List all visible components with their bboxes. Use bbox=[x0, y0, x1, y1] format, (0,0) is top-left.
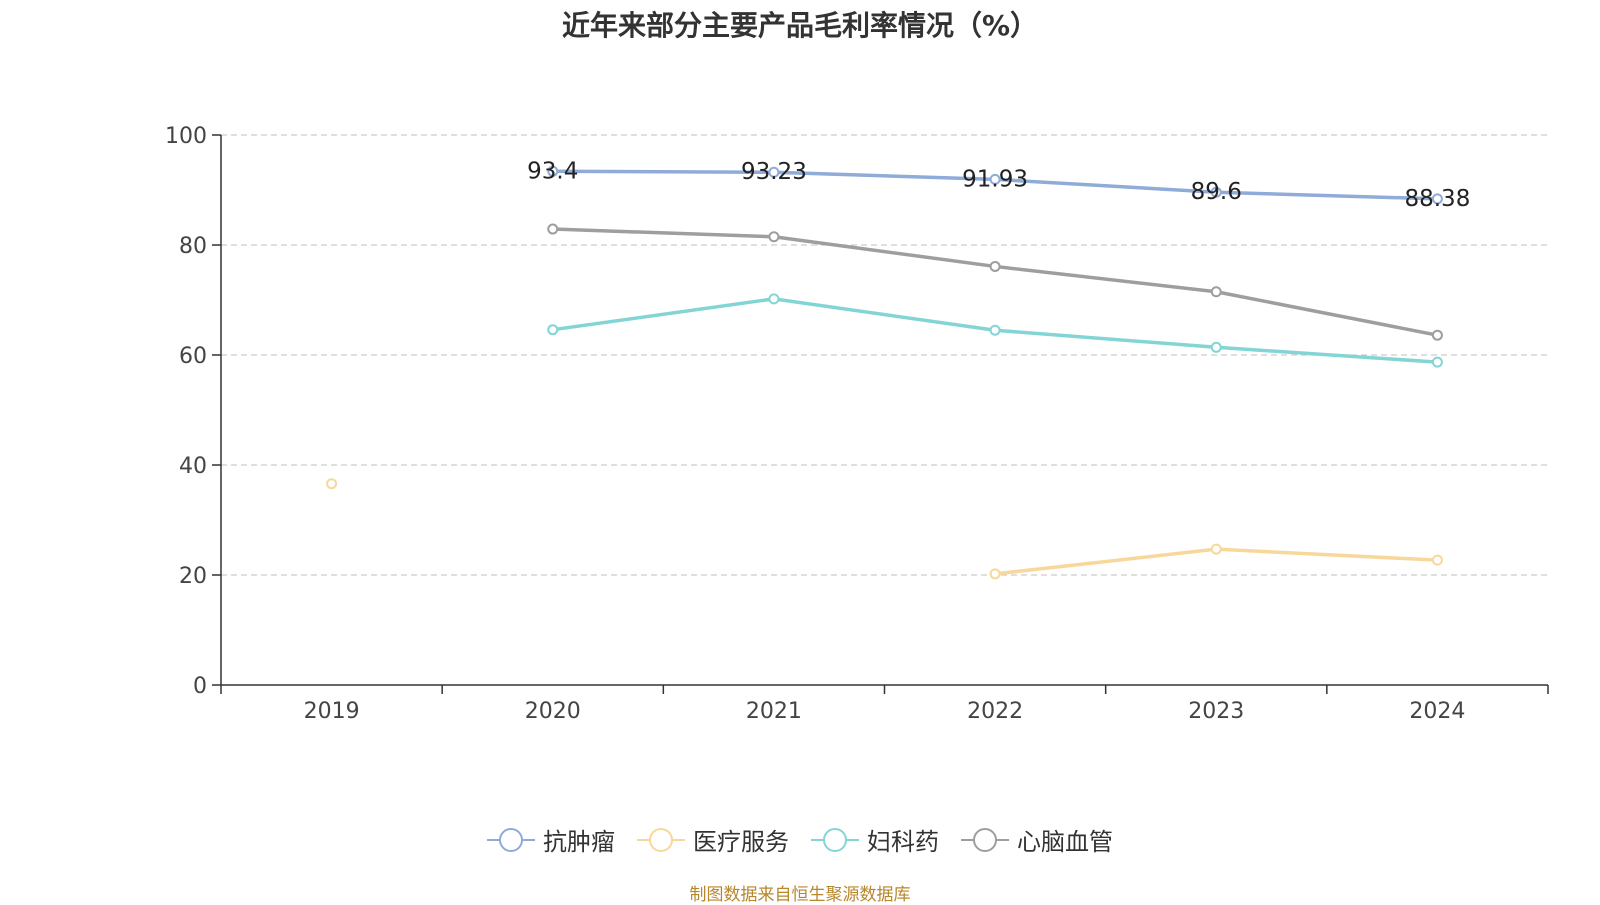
data-labels: 93.4 93.23 91.93 89.6 88.38 bbox=[527, 158, 1470, 212]
data-point bbox=[989, 568, 1001, 580]
legend-marker-icon bbox=[811, 827, 859, 852]
y-tick-label: 0 bbox=[193, 674, 207, 699]
legend-marker-icon bbox=[961, 827, 1009, 852]
legend-label: 医疗服务 bbox=[693, 828, 789, 856]
data-point bbox=[1431, 554, 1443, 566]
data-label: 91.93 bbox=[962, 166, 1028, 192]
data-label: 89.6 bbox=[1191, 179, 1242, 205]
data-point bbox=[989, 260, 1001, 272]
x-tick-label: 2024 bbox=[1409, 699, 1465, 724]
legend-marker-icon bbox=[487, 827, 535, 852]
legend-label: 心脑血管 bbox=[1017, 828, 1113, 856]
data-label: 93.23 bbox=[741, 159, 807, 185]
legend-item-0[interactable]: 抗肿瘤 bbox=[487, 822, 615, 857]
legend-marker-circle bbox=[823, 827, 847, 852]
data-point bbox=[1431, 193, 1443, 205]
data-point bbox=[989, 324, 1001, 336]
legend-item-1[interactable]: 医疗服务 bbox=[637, 822, 789, 857]
x-tick-label: 2019 bbox=[304, 699, 360, 724]
data-label: 88.38 bbox=[1404, 186, 1470, 212]
legend-item-2[interactable]: 妇科药 bbox=[811, 822, 939, 857]
data-point bbox=[1210, 286, 1222, 298]
legend-label: 抗肿瘤 bbox=[543, 828, 615, 856]
data-point bbox=[1431, 356, 1443, 368]
y-tick-label: 100 bbox=[165, 124, 207, 149]
x-tick-label: 2023 bbox=[1188, 699, 1244, 724]
y-tick-label: 80 bbox=[179, 234, 207, 259]
y-tick-label: 20 bbox=[179, 564, 207, 589]
data-point bbox=[547, 165, 559, 177]
y-tick-label: 40 bbox=[179, 454, 207, 479]
data-point bbox=[547, 324, 559, 336]
legend-marker-circle bbox=[499, 827, 523, 852]
data-point bbox=[326, 478, 338, 490]
data-point bbox=[547, 223, 559, 235]
legend-label: 妇科药 bbox=[867, 828, 939, 856]
legend: 抗肿瘤 医疗服务 妇科药 心脑血管 bbox=[0, 822, 1600, 857]
data-point bbox=[1210, 543, 1222, 555]
legend-marker-icon bbox=[637, 827, 685, 852]
x-tick-label: 2022 bbox=[967, 699, 1023, 724]
x-tick-label: 2021 bbox=[746, 699, 802, 724]
source-note: 制图数据来自恒生聚源数据库 bbox=[689, 885, 911, 905]
data-point bbox=[768, 166, 780, 178]
data-point bbox=[989, 173, 1001, 185]
y-tick-label: 60 bbox=[179, 344, 207, 369]
data-point bbox=[1210, 341, 1222, 353]
x-tick-label: 2020 bbox=[525, 699, 581, 724]
data-point bbox=[768, 293, 780, 305]
legend-marker-circle bbox=[973, 827, 997, 852]
data-point bbox=[1210, 186, 1222, 198]
data-point bbox=[768, 231, 780, 243]
axes: 0 20 40 60 80 100 2019 2020 2021 2022 2023 2024 bbox=[165, 124, 1549, 724]
data-point bbox=[1431, 329, 1443, 341]
legend-marker-circle bbox=[649, 827, 673, 852]
data-label: 93.4 bbox=[527, 158, 578, 184]
series-lines bbox=[326, 165, 1443, 580]
legend-item-3[interactable]: 心脑血管 bbox=[961, 822, 1113, 857]
chart-title: 近年来部分主要产品毛利率情况（%） bbox=[561, 9, 1039, 42]
